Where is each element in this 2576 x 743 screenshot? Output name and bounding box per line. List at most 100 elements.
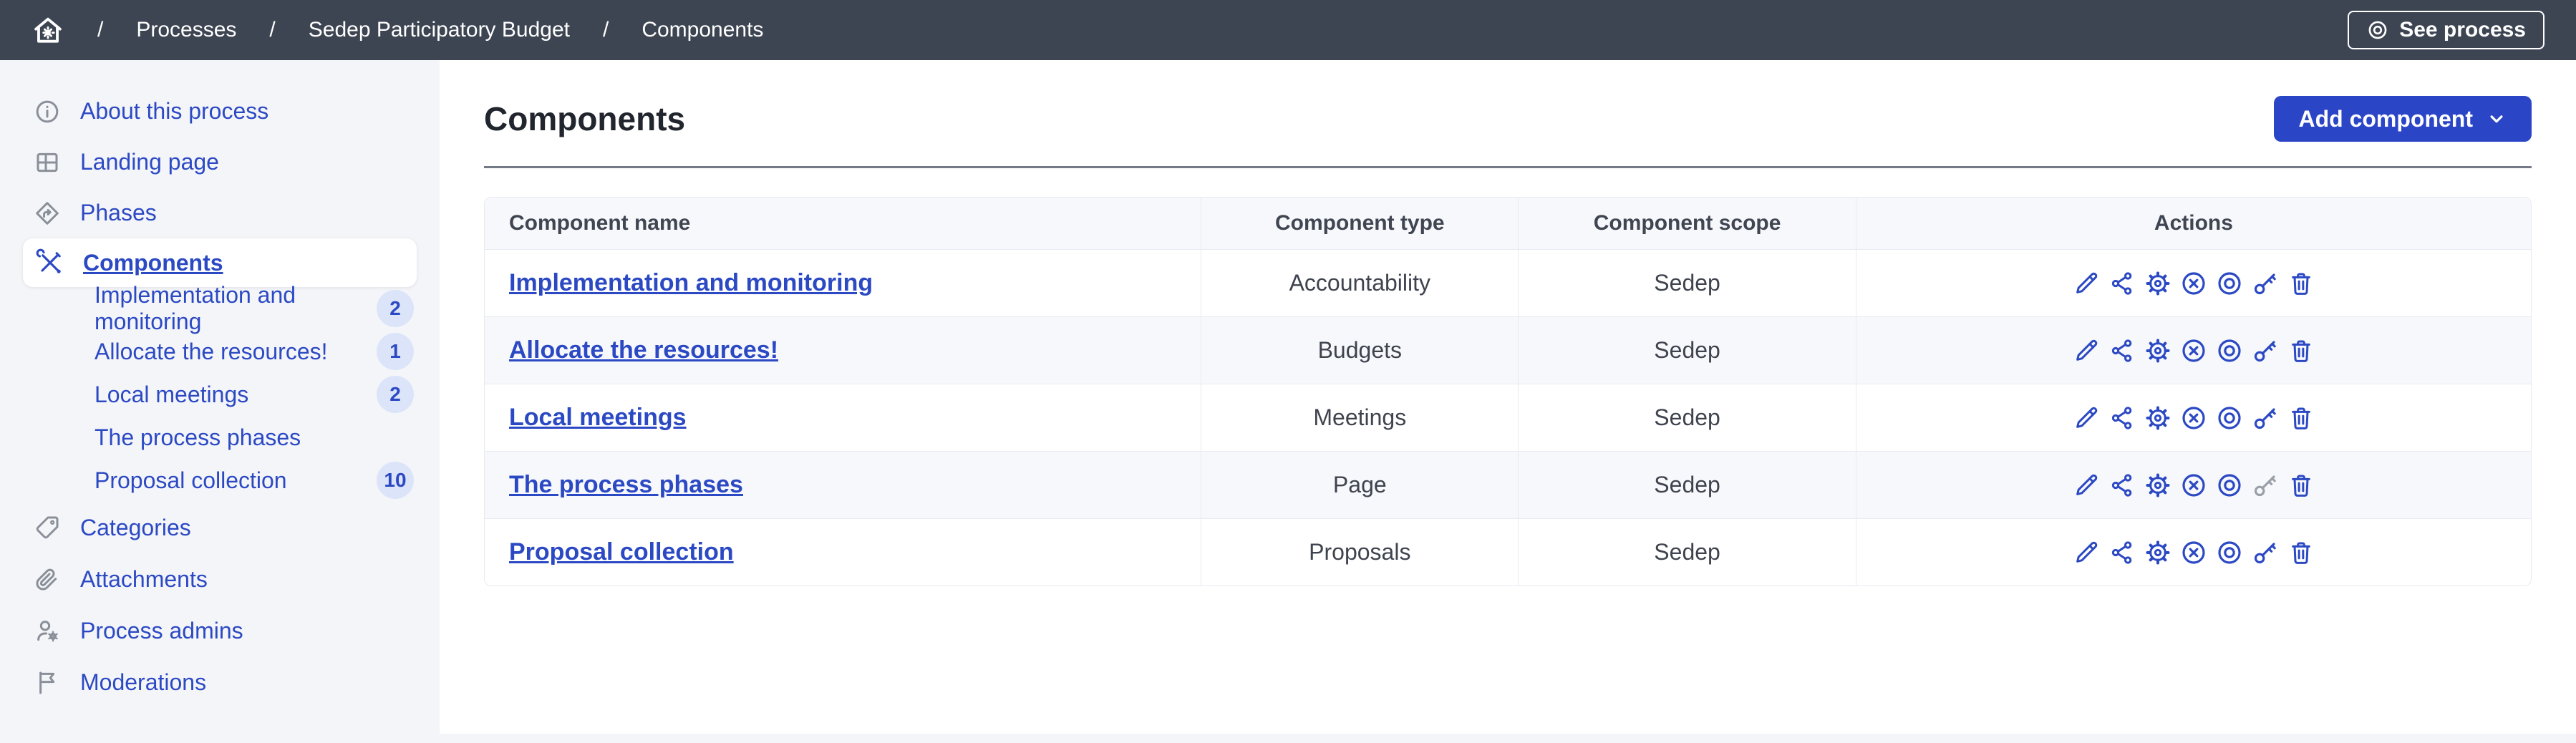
sidebar-item-attachments[interactable]: Attachments xyxy=(0,553,440,605)
component-link[interactable]: Allocate the resources! xyxy=(509,336,779,364)
unpublish-button[interactable] xyxy=(2178,537,2209,568)
permissions-button[interactable] xyxy=(2250,537,2281,568)
eye-icon xyxy=(2215,336,2244,365)
preview-button[interactable] xyxy=(2214,268,2245,299)
breadcrumb-process-title[interactable]: Sedep Participatory Budget xyxy=(308,18,570,42)
sidebar-item-components[interactable]: Components xyxy=(23,238,417,287)
sidebar-item-label: Moderations xyxy=(80,669,207,695)
sidebar-item-label: About this process xyxy=(80,98,269,124)
sidebar-item-phases[interactable]: Phases xyxy=(0,188,440,238)
component-link[interactable]: The process phases xyxy=(509,471,743,498)
breadcrumb-processes[interactable]: Processes xyxy=(136,18,237,42)
component-link[interactable]: Local meetings xyxy=(509,404,687,431)
count-badge: 2 xyxy=(377,290,414,327)
key-icon xyxy=(2251,269,2280,298)
component-type: Meetings xyxy=(1201,384,1519,451)
sidebar-subitem-local-meetings[interactable]: Local meetings 2 xyxy=(0,373,440,416)
trash-icon xyxy=(2287,336,2315,365)
sidebar-subitem-allocate[interactable]: Allocate the resources! 1 xyxy=(0,330,440,373)
share-button[interactable] xyxy=(2106,268,2138,299)
permissions-button[interactable] xyxy=(2250,268,2281,299)
pencil-icon xyxy=(2072,336,2101,365)
share-icon xyxy=(2108,471,2136,500)
eye-icon xyxy=(2215,404,2244,432)
section-divider xyxy=(484,166,2532,168)
configure-button[interactable] xyxy=(2142,268,2174,299)
breadcrumb-components[interactable]: Components xyxy=(641,18,764,42)
delete-button[interactable] xyxy=(2285,268,2317,299)
breadcrumb-separator: / xyxy=(269,18,276,42)
delete-button[interactable] xyxy=(2285,537,2317,568)
sidebar-subitem-implementation[interactable]: Implementation and monitoring 2 xyxy=(0,282,440,334)
sidebar-item-categories[interactable]: Categories xyxy=(0,502,440,553)
configure-button[interactable] xyxy=(2142,470,2174,501)
preview-button[interactable] xyxy=(2214,470,2245,501)
add-component-button[interactable]: Add component xyxy=(2274,96,2532,142)
trash-icon xyxy=(2287,471,2315,500)
delete-button[interactable] xyxy=(2285,402,2317,434)
sidebar-subitem-process-phases[interactable]: The process phases xyxy=(0,416,440,459)
count-badge: 2 xyxy=(377,376,414,413)
preview-eye-icon xyxy=(2366,19,2389,42)
page-title: Components xyxy=(484,100,686,137)
edit-button[interactable] xyxy=(2071,470,2102,501)
eye-icon xyxy=(2215,538,2244,567)
gear-icon xyxy=(2144,269,2172,298)
configure-button[interactable] xyxy=(2142,537,2174,568)
sidebar-item-landing-page[interactable]: Landing page xyxy=(0,137,440,188)
pencil-icon xyxy=(2072,538,2101,567)
sidebar-item-label: Process admins xyxy=(80,617,243,644)
component-link[interactable]: Proposal collection xyxy=(509,538,734,565)
unpublish-button[interactable] xyxy=(2178,268,2209,299)
unpublish-button[interactable] xyxy=(2178,335,2209,366)
edit-button[interactable] xyxy=(2071,268,2102,299)
see-process-button[interactable]: See process xyxy=(2348,11,2544,49)
circle-x-icon xyxy=(2179,538,2208,567)
sidebar-subitem-proposal-collection[interactable]: Proposal collection 10 xyxy=(0,459,440,502)
home-link[interactable] xyxy=(32,14,64,47)
edit-button[interactable] xyxy=(2071,402,2102,434)
circle-x-icon xyxy=(2179,404,2208,432)
sidebar-item-label: Components xyxy=(83,249,223,276)
preview-button[interactable] xyxy=(2214,537,2245,568)
preview-button[interactable] xyxy=(2214,335,2245,366)
component-type: Page xyxy=(1201,451,1519,518)
configure-button[interactable] xyxy=(2142,402,2174,434)
trash-icon xyxy=(2287,404,2315,432)
sidebar-item-process-admins[interactable]: Process admins xyxy=(0,605,440,656)
component-scope: Sedep xyxy=(1518,384,1856,451)
delete-button[interactable] xyxy=(2285,470,2317,501)
eye-icon xyxy=(2215,471,2244,500)
gear-icon xyxy=(2144,538,2172,567)
key-icon xyxy=(2251,336,2280,365)
topbar: / Processes / Sedep Participatory Budget… xyxy=(0,0,2576,60)
count-badge: 10 xyxy=(377,462,414,499)
sidebar-subitem-label: The process phases xyxy=(95,424,301,450)
sidebar-subitem-label: Allocate the resources! xyxy=(95,338,328,364)
permissions-button[interactable] xyxy=(2250,335,2281,366)
unpublish-button[interactable] xyxy=(2178,470,2209,501)
component-type: Proposals xyxy=(1201,518,1519,586)
share-icon xyxy=(2108,269,2136,298)
share-button[interactable] xyxy=(2106,402,2138,434)
preview-button[interactable] xyxy=(2214,402,2245,434)
share-button[interactable] xyxy=(2106,470,2138,501)
table-row: Local meetings Meetings Sedep xyxy=(485,384,2531,451)
home-icon xyxy=(32,14,64,47)
unpublish-button[interactable] xyxy=(2178,402,2209,434)
flag-icon xyxy=(33,668,62,696)
configure-button[interactable] xyxy=(2142,335,2174,366)
sidebar-item-about[interactable]: About this process xyxy=(0,86,440,137)
share-button[interactable] xyxy=(2106,537,2138,568)
permissions-button[interactable] xyxy=(2250,470,2281,501)
breadcrumb-separator: / xyxy=(97,18,104,42)
share-button[interactable] xyxy=(2106,335,2138,366)
tools-icon xyxy=(36,248,64,277)
component-link[interactable]: Implementation and monitoring xyxy=(509,269,873,296)
key-icon xyxy=(2251,404,2280,432)
sidebar-item-moderations[interactable]: Moderations xyxy=(0,656,440,708)
permissions-button[interactable] xyxy=(2250,402,2281,434)
edit-button[interactable] xyxy=(2071,537,2102,568)
edit-button[interactable] xyxy=(2071,335,2102,366)
delete-button[interactable] xyxy=(2285,335,2317,366)
